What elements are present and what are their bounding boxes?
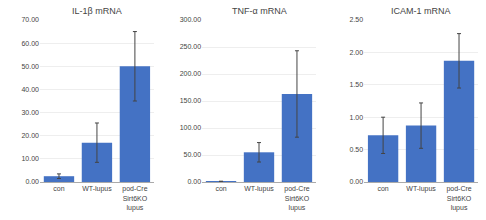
svg-text:WT-lupus: WT-lupus (406, 185, 436, 193)
svg-text:300.00: 300.00 (180, 16, 202, 23)
svg-text:40.00: 40.00 (21, 86, 39, 93)
svg-text:10.00: 10.00 (21, 155, 39, 162)
svg-text:IL-1β mRNA: IL-1β mRNA (72, 6, 122, 16)
svg-text:30.00: 30.00 (21, 109, 39, 116)
svg-text:200.00: 200.00 (180, 70, 202, 77)
svg-text:1.50: 1.50 (349, 81, 363, 88)
svg-text:ICAM-1 mRNA: ICAM-1 mRNA (391, 6, 451, 16)
svg-text:20.00: 20.00 (21, 132, 39, 139)
svg-text:con: con (215, 185, 226, 192)
svg-text:100.00: 100.00 (180, 124, 202, 131)
svg-text:TNF-α mRNA: TNF-α mRNA (232, 6, 287, 16)
svg-text:pod-CreSirt6KOlupus: pod-CreSirt6KOlupus (284, 185, 309, 211)
svg-text:2.50: 2.50 (349, 16, 363, 23)
svg-text:WT-lupus: WT-lupus (244, 185, 274, 193)
svg-text:250.00: 250.00 (180, 43, 202, 50)
svg-text:0.50: 0.50 (349, 146, 363, 153)
svg-text:0.00: 0.00 (349, 178, 363, 185)
svg-text:0.00: 0.00 (25, 178, 39, 185)
svg-text:50.00: 50.00 (184, 151, 202, 158)
svg-text:2.00: 2.00 (349, 49, 363, 56)
svg-text:con: con (53, 185, 64, 192)
svg-text:150.00: 150.00 (180, 97, 202, 104)
svg-text:1.00: 1.00 (349, 114, 363, 121)
svg-text:60.00: 60.00 (21, 40, 39, 47)
svg-text:pod-CreSirt6KOlupus: pod-CreSirt6KOlupus (446, 185, 471, 211)
svg-text:con: con (377, 185, 388, 192)
svg-text:50.00: 50.00 (21, 63, 39, 70)
svg-text:70.00: 70.00 (21, 16, 39, 23)
svg-text:0.00: 0.00 (187, 178, 201, 185)
svg-text:pod-CreSirt6KOlupus: pod-CreSirt6KOlupus (122, 185, 147, 211)
svg-text:WT-lupus: WT-lupus (82, 185, 112, 193)
